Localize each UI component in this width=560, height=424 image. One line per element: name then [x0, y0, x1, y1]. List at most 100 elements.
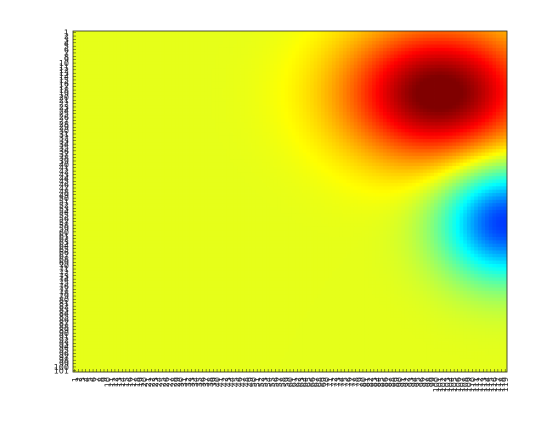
heatmap-cell [306, 54, 311, 59]
heatmap-cell [138, 31, 143, 35]
heatmap-cell [437, 105, 442, 110]
heatmap-cell [222, 125, 227, 130]
heatmap-cell [288, 166, 293, 170]
heatmap-cell [415, 88, 420, 93]
heatmap-cell [499, 31, 504, 35]
heatmap-cell [481, 115, 486, 120]
heatmap-cell [255, 101, 260, 106]
heatmap-cell [211, 68, 216, 72]
heatmap-cell [397, 78, 402, 83]
heatmap-cell [135, 118, 140, 123]
heatmap-cell [167, 162, 172, 167]
heatmap-cell [80, 37, 85, 42]
heatmap-cell [142, 132, 147, 137]
heatmap-cell [83, 81, 88, 86]
heatmap-cell [350, 112, 355, 116]
heatmap-cell [372, 68, 377, 72]
heatmap-cell [302, 54, 307, 59]
heatmap-cell [182, 58, 187, 62]
heatmap-cell [503, 152, 508, 157]
heatmap-cell [135, 152, 140, 157]
heatmap-cell [408, 91, 413, 96]
heatmap-cell [200, 68, 205, 72]
heatmap-cell [404, 128, 409, 133]
heatmap-cell [499, 41, 504, 45]
heatmap-cell [481, 54, 486, 59]
heatmap-cell [499, 74, 504, 79]
heatmap-cell [339, 71, 344, 76]
heatmap-cell [207, 166, 212, 170]
heatmap-cell [364, 81, 369, 86]
heatmap-cell [306, 44, 311, 49]
heatmap-cell [218, 71, 223, 76]
heatmap-cell [357, 95, 362, 99]
heatmap-cell [255, 169, 260, 174]
heatmap-cell [164, 155, 169, 160]
heatmap-cell [503, 37, 508, 42]
heatmap-cell [485, 115, 490, 120]
heatmap-cell [273, 51, 278, 56]
heatmap-cell [481, 145, 486, 150]
heatmap-cell [207, 64, 212, 69]
heatmap-cell [503, 41, 508, 45]
heatmap-cell [160, 95, 165, 99]
heatmap-cell [302, 41, 307, 45]
heatmap-cell [215, 101, 220, 106]
heatmap-cell [437, 88, 442, 93]
heatmap-cell [404, 149, 409, 153]
heatmap-cell [233, 108, 238, 113]
heatmap-cell [466, 85, 471, 89]
heatmap-cell [408, 74, 413, 79]
heatmap-cell [240, 166, 245, 170]
heatmap-cell [310, 152, 315, 157]
heatmap-cell [441, 145, 446, 150]
heatmap-cell [346, 41, 351, 45]
heatmap-cell [262, 54, 267, 59]
heatmap-cell [335, 81, 340, 86]
heatmap-cell [430, 139, 435, 143]
heatmap-cell [445, 47, 450, 52]
heatmap-cell [156, 169, 161, 174]
heatmap-cell [321, 152, 326, 157]
heatmap-cell [503, 61, 508, 66]
heatmap-cell [426, 71, 431, 76]
heatmap-cell [503, 91, 508, 96]
heatmap-cell [167, 68, 172, 72]
heatmap-cell [124, 41, 129, 45]
heatmap-cell [237, 95, 242, 99]
heatmap-cell [87, 68, 92, 72]
heatmap-cell [156, 44, 161, 49]
heatmap-cell [350, 88, 355, 93]
heatmap-cell [361, 85, 366, 89]
heatmap-cell [477, 155, 482, 160]
heatmap-cell [295, 112, 300, 116]
heatmap-cell [171, 101, 176, 106]
heatmap-cell [408, 145, 413, 150]
heatmap-cell [167, 132, 172, 137]
heatmap-cell [364, 44, 369, 49]
heatmap-cell [386, 101, 391, 106]
heatmap-cell [207, 149, 212, 153]
heatmap-cell [127, 41, 132, 45]
heatmap-cell [430, 162, 435, 167]
heatmap-cell [485, 34, 490, 39]
heatmap-cell [127, 101, 132, 106]
heatmap-cell [120, 159, 125, 164]
heatmap-cell [346, 95, 351, 99]
heatmap-cell [229, 152, 234, 157]
heatmap-cell [353, 61, 358, 66]
heatmap-cell [379, 118, 384, 123]
heatmap-cell [470, 98, 475, 103]
heatmap-cell [284, 112, 289, 116]
heatmap-cell [233, 34, 238, 39]
heatmap-cell [269, 78, 274, 83]
heatmap-cell [87, 47, 92, 52]
heatmap-cell [295, 139, 300, 143]
heatmap-cell [171, 61, 176, 66]
heatmap-cell [207, 95, 212, 99]
heatmap-cell [393, 47, 398, 52]
heatmap-cell [379, 142, 384, 147]
heatmap-cell [306, 159, 311, 164]
heatmap-cell [412, 152, 417, 157]
heatmap-cell [302, 91, 307, 96]
